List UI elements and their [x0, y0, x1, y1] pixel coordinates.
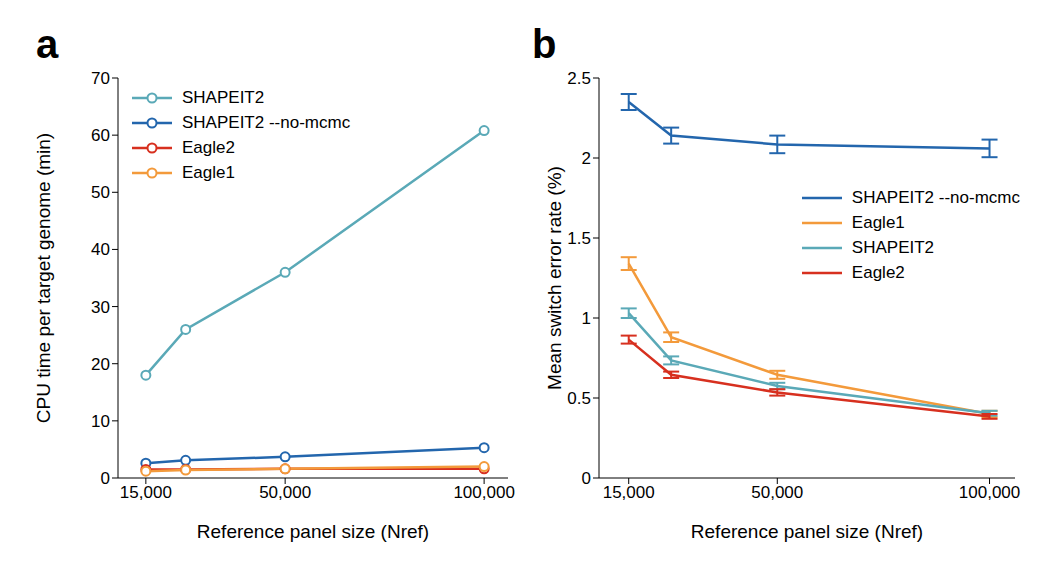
html-text:a: a [36, 22, 59, 66]
svg-text:Reference panel size (Nref): Reference panel size (Nref) [197, 521, 429, 542]
svg-text:100,000: 100,000 [453, 483, 514, 502]
html-text:Eagle2: Eagle2 [182, 137, 235, 157]
svg-text:15,000: 15,000 [603, 483, 655, 502]
html-text:SHAPEIT2: SHAPEIT2 [182, 87, 265, 107]
svg-text:CPU time per target genome (mi: CPU time per target genome (min) [33, 133, 54, 423]
html-text:SHAPEIT2 --no-mcmc: SHAPEIT2 --no-mcmc [851, 187, 1020, 207]
svg-text:1.5: 1.5 [567, 229, 591, 248]
svg-text:2: 2 [582, 149, 591, 168]
svg-text:40: 40 [91, 240, 110, 259]
svg-text:60: 60 [91, 126, 110, 145]
html-text:Eagle2: Eagle2 [851, 262, 905, 282]
svg-text:Mean switch error rate (%): Mean switch error rate (%) [544, 166, 565, 390]
svg-text:0: 0 [582, 469, 591, 488]
svg-text:0.5: 0.5 [567, 389, 591, 408]
html-text:Eagle1: Eagle1 [851, 212, 905, 232]
svg-text:2.5: 2.5 [567, 69, 591, 88]
svg-text:50: 50 [91, 183, 110, 202]
svg-text:50,000: 50,000 [259, 483, 311, 502]
svg-text:0: 0 [101, 469, 110, 488]
html-text:Eagle1: Eagle1 [182, 162, 235, 182]
html-text:SHAPEIT2 --no-mcmc: SHAPEIT2 --no-mcmc [182, 112, 351, 132]
svg-text:10: 10 [91, 412, 110, 431]
svg-text:50,000: 50,000 [751, 483, 803, 502]
svg-text:1: 1 [582, 309, 591, 328]
svg-text:20: 20 [91, 355, 110, 374]
html-text:b: b [532, 22, 557, 66]
svg-text:Reference panel size (Nref): Reference panel size (Nref) [691, 521, 923, 542]
svg-text:15,000: 15,000 [120, 483, 172, 502]
svg-text:70: 70 [91, 69, 110, 88]
svg-text:30: 30 [91, 298, 110, 317]
html-text:SHAPEIT2: SHAPEIT2 [851, 237, 935, 257]
svg-text:100,000: 100,000 [959, 483, 1020, 502]
